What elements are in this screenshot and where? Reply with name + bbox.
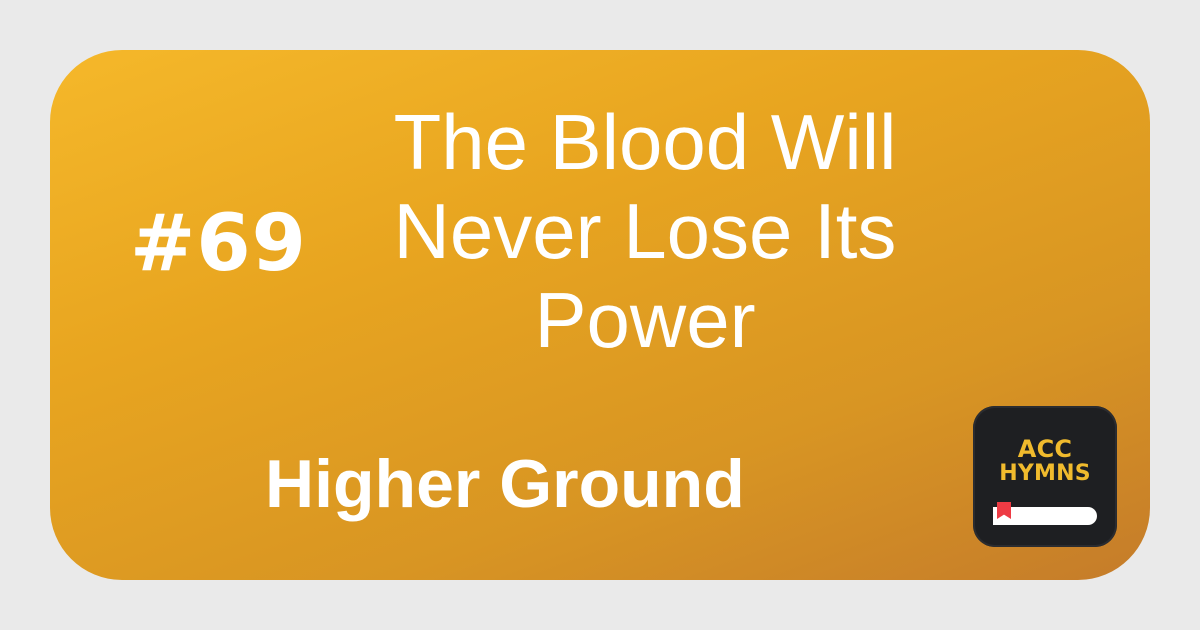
logo-line-2: HYMNS — [999, 461, 1091, 486]
hymn-title: The Blood Will Never Lose Its Power — [393, 98, 897, 364]
hymn-number: #69 — [130, 199, 307, 289]
hymn-card: #69 The Blood Will Never Lose Its Power … — [50, 50, 1150, 580]
book-icon — [993, 507, 1097, 525]
hymn-tune: Higher Ground — [265, 446, 745, 522]
acc-hymns-logo: ACC HYMNS — [973, 406, 1117, 547]
logo-line-1: ACC — [1017, 435, 1073, 463]
bookmark-icon — [997, 502, 1011, 519]
